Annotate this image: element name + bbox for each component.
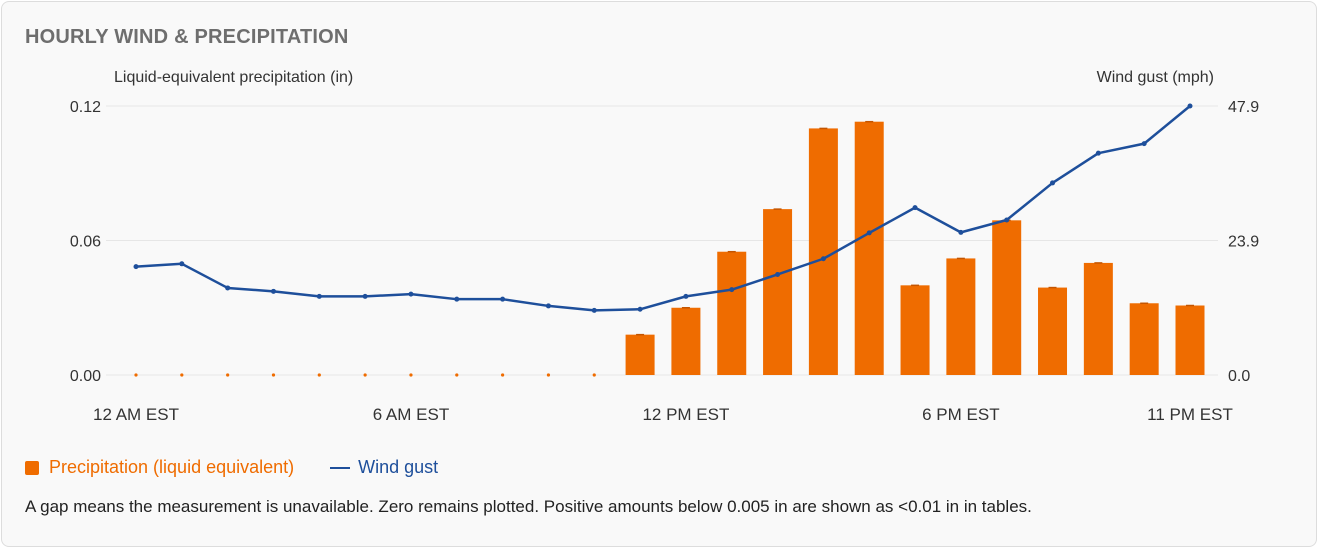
precip-bar [1129,303,1159,375]
gust-point [683,293,689,299]
gridlines [106,105,1218,376]
left-tick-label: 0.12 [70,99,101,116]
gust-point [866,230,872,236]
precip-bar [854,121,884,375]
precip-bar [946,258,976,375]
axis-labels: Liquid-equivalent precipitation (in) Win… [114,69,1214,86]
legend: Precipitation (liquid equivalent) Wind g… [25,457,474,478]
left-tick-label: 0.00 [70,368,101,385]
gust-point [912,205,918,211]
gust-point [1141,141,1147,147]
gust-point [545,303,551,309]
gust-point [225,285,231,291]
x-tick-label: 12 AM EST [93,405,179,424]
precip-bar [1175,305,1205,375]
gust-point [1187,103,1193,109]
precip-bar [671,307,701,375]
gust-point [408,291,414,297]
precip-bars [134,120,1205,377]
left-tick-label: 0.06 [70,234,101,251]
precip-zero-point [226,373,230,377]
gust-point [179,261,185,267]
right-tick-label: 47.9 [1228,99,1259,116]
precip-bar [763,209,793,375]
gust-point [729,287,735,293]
precip-bar [900,285,930,375]
chart-title: HOURLY WIND & PRECIPITATION [25,26,349,48]
gust-point [958,229,964,235]
precip-bar [1083,262,1113,375]
precip-zero-point [134,373,138,377]
legend-item-gust[interactable]: Wind gust [330,457,438,478]
precip-bar [625,334,655,375]
right-axis-title: Wind gust (mph) [1097,69,1214,86]
gust-point [775,271,781,277]
legend-label-gust: Wind gust [358,457,439,477]
gust-point [270,288,276,294]
gust-line [133,103,1193,313]
gust-point [1095,150,1101,156]
left-axis-title: Liquid-equivalent precipitation (in) [114,69,353,86]
tick-labels: 0.00 0.06 0.12 0.0 23.9 47.9 12 AM EST 6 AM EST… [70,99,1259,424]
right-tick-label: 0.0 [1228,368,1250,385]
gust-swatch-icon [330,466,351,469]
precip-zero-point [409,373,413,377]
precip-zero-point [180,373,184,377]
gust-point [133,264,139,270]
x-tick-label: 11 PM EST [1147,405,1233,424]
footnote: A gap means the measurement is unavailab… [25,497,1032,516]
precip-swatch-icon [25,460,39,475]
gust-point [591,307,597,313]
precip-bar [808,128,838,375]
precip-bar [717,251,747,375]
gust-point [1050,180,1056,186]
x-tick-label: 6 AM EST [373,405,450,424]
gust-line-path [135,105,1191,312]
right-tick-label: 23.9 [1228,234,1259,251]
gust-point [362,293,368,299]
gust-point [637,306,643,312]
gust-point [454,296,460,302]
precip-zero-point [592,373,596,377]
legend-item-precip[interactable]: Precipitation (liquid equivalent) [25,457,294,478]
gust-point [820,256,826,262]
precip-bar [1038,287,1068,375]
precip-zero-point [546,373,551,377]
x-tick-label: 12 PM EST [642,405,729,424]
gust-point [500,296,506,302]
x-tick-label: 6 PM EST [922,405,999,424]
gust-point [316,293,322,299]
precip-zero-point [363,373,367,377]
precip-zero-point [271,373,276,377]
precip-zero-point [455,373,459,377]
precip-bar [992,220,1022,375]
precip-zero-point [501,373,505,377]
precip-zero-point [317,373,321,377]
legend-label-precip: Precipitation (liquid equivalent) [49,457,295,477]
gust-point [1004,217,1010,223]
